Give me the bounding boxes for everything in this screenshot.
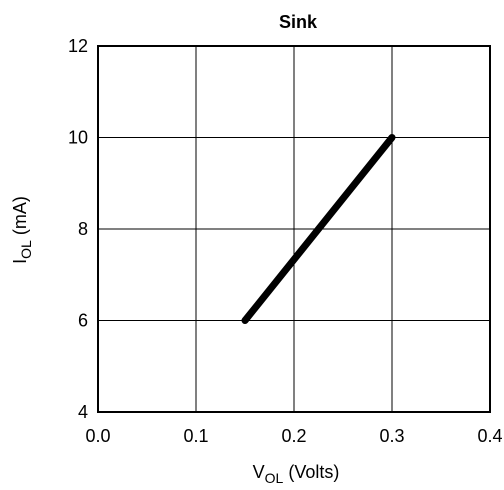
x-tick-label: 0.2: [281, 426, 306, 446]
x-tick-label: 0.3: [379, 426, 404, 446]
y-axis-label-group: IOL (mA): [10, 196, 34, 264]
y-axis-label: IOL (mA): [10, 196, 34, 264]
x-axis-label-main: V: [253, 462, 265, 482]
x-tick-label: 0.1: [183, 426, 208, 446]
y-tick-label: 10: [68, 128, 88, 148]
x-axis-label-unit: (Volts): [283, 462, 339, 482]
y-tick-label: 8: [78, 219, 88, 239]
x-tick-label: 0.0: [85, 426, 110, 446]
x-axis-label: VOL (Volts): [253, 462, 340, 486]
y-tick-labels: 4 6 8 10 12: [68, 36, 88, 422]
x-axis-label-sub: OL: [265, 470, 284, 486]
grid: [98, 46, 490, 412]
y-tick-label: 12: [68, 36, 88, 56]
y-axis-label-sub: OL: [18, 240, 34, 259]
x-tick-label: 0.4: [477, 426, 502, 446]
x-tick-labels: 0.0 0.1 0.2 0.3 0.4: [85, 426, 502, 446]
chart-title: Sink: [279, 12, 318, 32]
y-tick-label: 6: [78, 311, 88, 331]
y-axis-label-unit: (mA): [10, 196, 30, 240]
y-tick-label: 4: [78, 402, 88, 422]
